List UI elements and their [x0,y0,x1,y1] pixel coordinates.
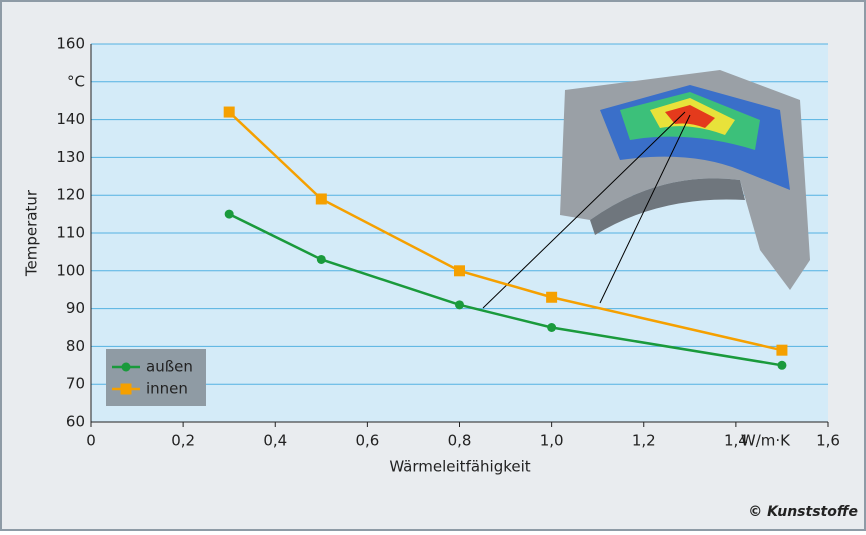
y-tick-label: 70 [66,375,85,393]
marker [546,292,557,303]
marker [316,193,327,204]
y-tick-label: 60 [66,413,85,431]
x-tick-label: 0,2 [171,432,195,450]
y-tick-label: 100 [56,261,85,279]
y-tick-label: °C [67,72,85,90]
x-axis-title: Wärmeleitfähigkeit [389,458,530,476]
x-tick-label: 0 [86,432,96,450]
y-tick-label: 110 [56,224,85,242]
x-tick-label: 1,0 [540,432,564,450]
marker [777,361,786,370]
x-tick-label: 1,6 [816,432,840,450]
x-tick-label: 1,4 [724,432,748,450]
y-tick-label: 120 [56,186,85,204]
y-tick-label: 140 [56,110,85,128]
x-unit: W/m·K [741,432,791,450]
marker [121,384,132,395]
credit: © Kunststoffe [748,504,858,520]
marker [225,210,234,219]
chart: Temperatur Wärmeleitfähigkeit W/m·K © Ku… [0,0,866,531]
marker [455,300,464,309]
y-tick-label: 160 [56,35,85,53]
marker [454,265,465,276]
x-tick-label: 0,4 [263,432,287,450]
legend-label: außen [146,358,193,376]
marker [547,323,556,332]
y-tick-label: 80 [66,337,85,355]
y-tick-label: 130 [56,148,85,166]
legend-label: innen [146,380,188,398]
y-axis-title: Temperatur [23,189,41,277]
x-tick-label: 0,8 [448,432,472,450]
marker [776,345,787,356]
marker [224,107,235,118]
x-tick-label: 1,2 [632,432,656,450]
y-tick-label: 90 [66,299,85,317]
marker [317,255,326,264]
x-tick-label: 0,6 [355,432,379,450]
marker [122,363,131,372]
